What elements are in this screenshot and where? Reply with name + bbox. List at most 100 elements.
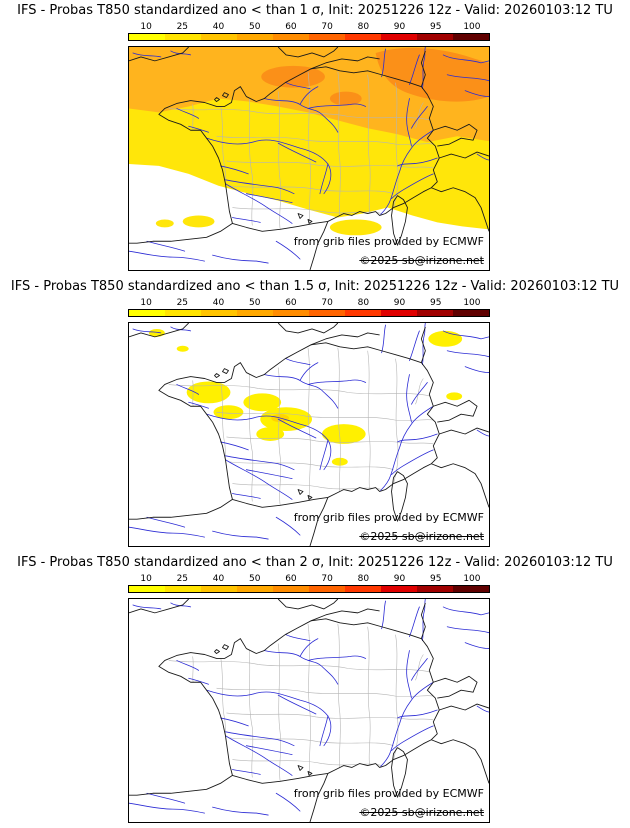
river <box>285 82 311 90</box>
department-boundary <box>216 687 434 697</box>
department-boundary <box>192 656 195 689</box>
river <box>277 694 317 715</box>
colorbar-cell <box>273 310 309 316</box>
river <box>232 769 261 775</box>
france-outline <box>158 66 440 232</box>
colorbar-cell <box>453 310 489 316</box>
colorbar-label: 90 <box>393 574 406 584</box>
colorbar-cell <box>345 586 381 592</box>
colorbar-label: 100 <box>463 22 481 32</box>
panel-title: IFS - Probas T850 standardized ano < tha… <box>17 555 613 570</box>
department-boundary <box>228 737 394 746</box>
colorbar-cell <box>309 586 345 592</box>
river <box>263 374 339 409</box>
colorbar-bar <box>128 309 490 317</box>
river <box>129 802 205 814</box>
probability-fill <box>213 405 244 420</box>
panel-title: IFS - Probas T850 standardized ano < tha… <box>17 3 613 18</box>
department-boundary <box>337 71 341 222</box>
department-boundary <box>367 626 371 766</box>
river <box>225 735 293 776</box>
river <box>176 660 200 671</box>
river <box>319 163 329 195</box>
coastlines-borders <box>129 47 489 270</box>
river <box>212 806 269 816</box>
credit-text: from grib files provided by ECMWF <box>293 235 484 248</box>
colorbar-cell <box>381 34 417 40</box>
river <box>380 405 434 491</box>
coastline <box>214 373 220 378</box>
department-boundary <box>307 347 311 502</box>
department-boundary <box>228 185 394 194</box>
colorbar-labels: 10 25 40 50 60 70 80 90 95 100 <box>128 298 490 309</box>
colorbar-cell <box>165 310 201 316</box>
colorbar-cell <box>129 34 165 40</box>
probability-fill <box>182 215 215 228</box>
coastline <box>129 47 189 62</box>
coastline <box>297 213 304 219</box>
river <box>263 650 339 685</box>
credit-text: from grib files provided by ECMWF <box>293 511 484 524</box>
colorbar-cell <box>165 34 201 40</box>
river <box>464 366 489 373</box>
river <box>146 516 186 528</box>
river <box>391 173 434 200</box>
colorbar-label: 25 <box>176 22 189 32</box>
coastline <box>222 644 229 650</box>
france-map-svg <box>129 47 489 270</box>
colorbar-cell <box>273 34 309 40</box>
river <box>446 74 489 82</box>
rivers <box>129 323 489 540</box>
coastline <box>129 775 233 796</box>
river <box>446 350 489 358</box>
colorbar-label: 90 <box>393 298 406 308</box>
river <box>225 183 293 224</box>
colorbar-cell <box>453 34 489 40</box>
colorbar: 10 25 40 50 60 70 80 90 95 100 <box>128 22 490 41</box>
river <box>391 449 434 476</box>
coastline <box>309 773 329 822</box>
probability-fill <box>243 393 282 412</box>
coastline <box>310 332 380 346</box>
coastline <box>214 649 220 654</box>
colorbar-label: 40 <box>212 298 225 308</box>
river <box>188 125 209 133</box>
river <box>380 129 434 215</box>
river <box>411 106 428 129</box>
colorbar-label: 25 <box>176 298 189 308</box>
department-boundary <box>226 160 434 169</box>
river <box>132 328 162 334</box>
river <box>176 384 200 395</box>
colorbar-label: 10 <box>140 574 152 584</box>
colorbar-labels: 10 25 40 50 60 70 80 90 95 100 <box>128 22 490 33</box>
coastline <box>420 326 426 363</box>
river <box>188 677 209 685</box>
coastline <box>310 608 380 622</box>
colorbar-label: 60 <box>285 22 297 32</box>
river <box>245 745 293 756</box>
coastlines-borders <box>129 599 489 822</box>
coastline <box>307 771 313 776</box>
colorbar-label: 100 <box>463 574 481 584</box>
colorbar-cell <box>309 34 345 40</box>
coastline <box>391 471 408 522</box>
probability-fill <box>176 345 189 352</box>
river <box>307 379 367 385</box>
coastline <box>391 747 408 798</box>
colorbar-label: 70 <box>321 298 333 308</box>
department-boundary <box>367 350 371 490</box>
river <box>397 157 438 167</box>
river <box>381 48 386 78</box>
river <box>212 254 269 264</box>
colorbar-cell <box>453 586 489 592</box>
panel-title: IFS - Probas T850 standardized ano < tha… <box>10 279 620 294</box>
river <box>406 98 412 147</box>
coastline <box>309 497 329 546</box>
river <box>132 604 162 610</box>
river <box>307 103 367 109</box>
colorbar-cell <box>237 34 273 40</box>
river <box>225 459 293 500</box>
copyright-text: ©2025 sb@irizone.net <box>359 254 484 267</box>
river <box>380 681 434 767</box>
france-outline <box>158 618 440 784</box>
